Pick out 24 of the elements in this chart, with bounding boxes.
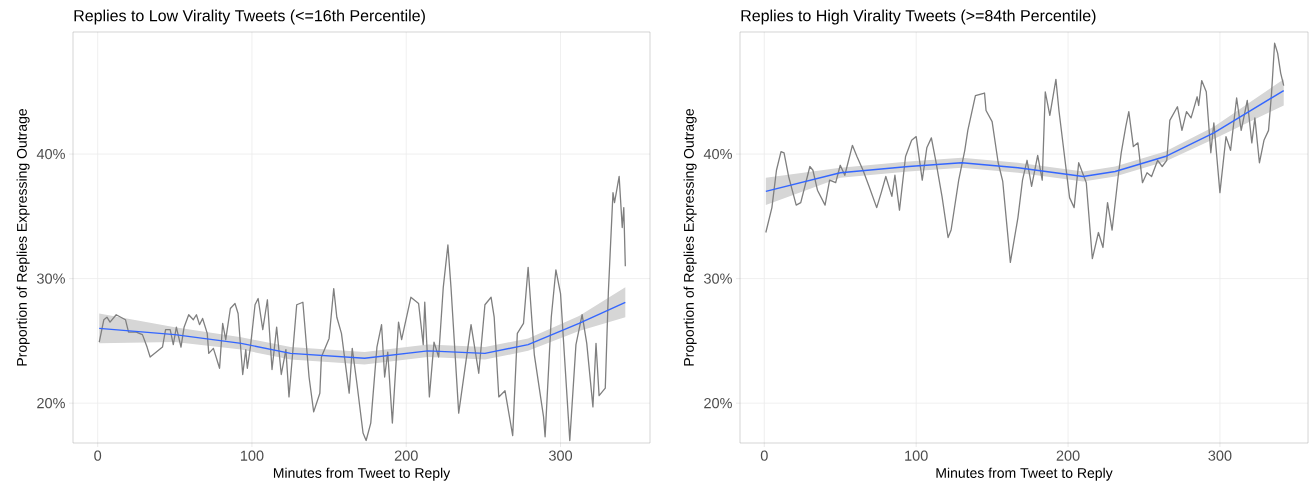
line-series [98,175,626,442]
x-tick-label: 300 [1208,450,1232,461]
x-tick-label: 0 [760,450,768,461]
line-series [765,89,1285,193]
x-tick-label: 300 [548,450,573,461]
x-tick-label: 100 [905,450,928,461]
line-series [98,301,627,360]
y-tick-label: 40% [703,148,732,160]
y-tick-label: 30% [704,273,732,284]
x-tick-label: 0 [94,450,102,461]
y-axis-title: Proportion of Replies Expressing Outrage [683,108,697,366]
x-axis-title: Minutes from Tweet to Reply [273,467,451,481]
chart-title: Replies to High Virality Tweets (>=84th Percentile) [741,9,1096,25]
x-axis-title: Minutes from Tweet to Reply [936,467,1113,481]
line-series [765,42,1285,264]
chart-title: Replies to Low Virality Tweets (<=16th Percentile) [74,9,425,25]
y-tick-label: 20% [704,398,732,409]
x-tick-label: 200 [1056,450,1080,461]
y-tick-label: 40% [36,148,65,160]
x-tick-label: 200 [394,450,418,461]
x-tick-label: 100 [240,450,264,461]
y-axis-title: Proportion of Replies Expressing Outrage [16,108,30,366]
y-tick-label: 20% [37,398,65,409]
y-tick-label: 30% [37,273,65,284]
